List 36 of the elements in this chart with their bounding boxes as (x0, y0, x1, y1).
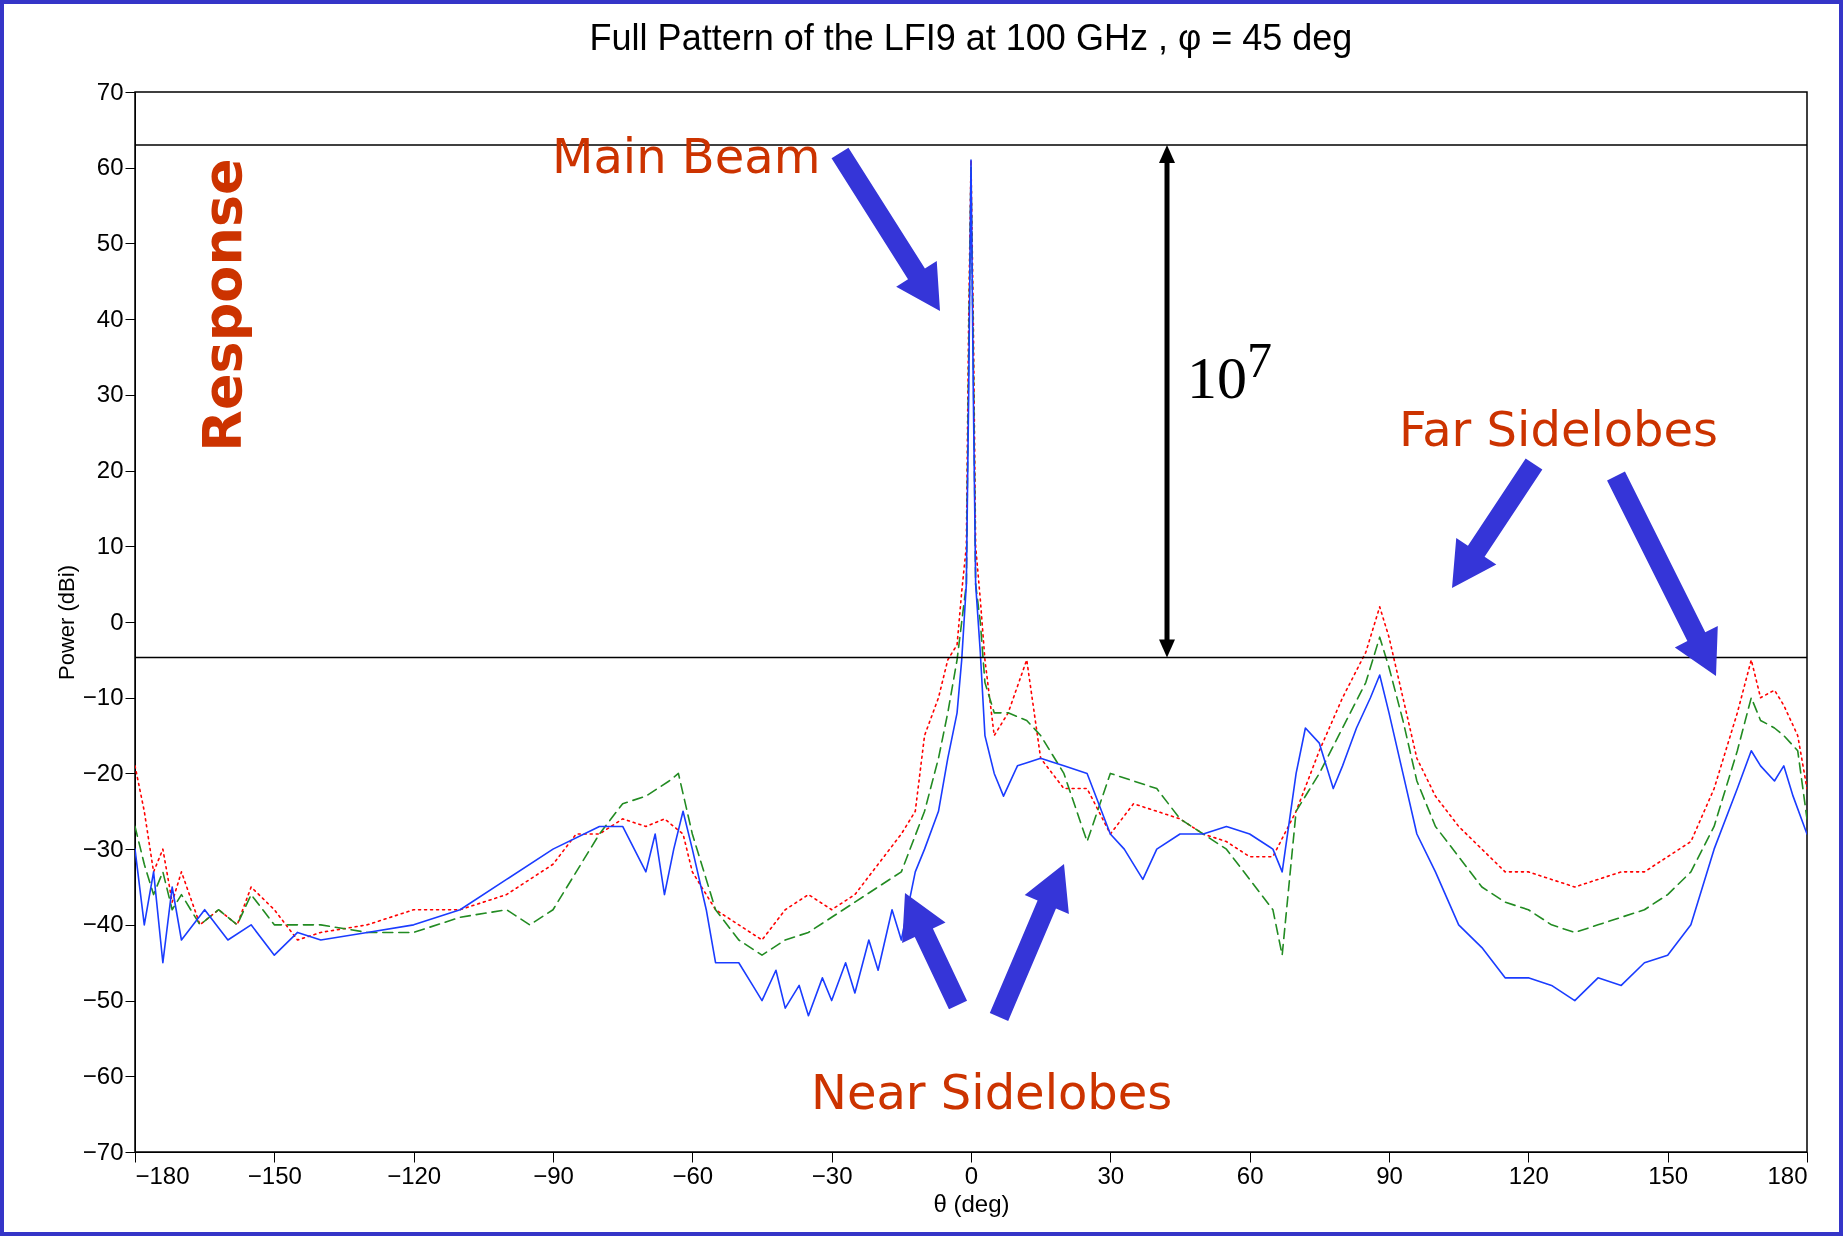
y-tick-label: −40 (82, 910, 124, 938)
y-tick-label: 0 (110, 607, 124, 635)
y-tick-label: 50 (96, 228, 124, 256)
x-tick-label: −150 (247, 1161, 302, 1189)
x-tick-label: 180 (1767, 1161, 1808, 1189)
x-tick-label: 120 (1508, 1161, 1549, 1189)
y-tick-label: 70 (96, 77, 124, 105)
x-tick-label: 60 (1236, 1161, 1264, 1189)
x-tick-label: −30 (811, 1161, 853, 1189)
y-axis-title: Power (dBi) (53, 565, 79, 680)
x-tick-label: −90 (533, 1161, 574, 1189)
chart-title: Full Pattern of the LFI9 at 100 GHz , φ = 45 deg (589, 17, 1353, 58)
x-tick-label: 150 (1648, 1161, 1689, 1189)
x-tick-label: 90 (1376, 1161, 1403, 1189)
annotation: Near Sidelobes (811, 1064, 1173, 1120)
y-tick-label: −70 (82, 1137, 124, 1165)
x-tick-label: 0 (964, 1161, 979, 1189)
x-axis-title: θ (deg) (933, 1189, 1010, 1217)
annotation: 10$^{7}$ (1187, 332, 1272, 411)
y-tick-label: 40 (96, 304, 124, 332)
y-tick-label: −60 (82, 1061, 124, 1089)
y-tick-label: 30 (96, 380, 124, 408)
y-tick-label: −20 (82, 758, 124, 786)
y-tick-label: −30 (82, 834, 124, 862)
x-tick-label: −180 (135, 1161, 190, 1189)
y-tick-label: 10 (96, 531, 124, 559)
y-tick-label: 20 (96, 456, 124, 484)
annotation: Far Sidelobes (1399, 401, 1719, 457)
x-tick-label: −120 (387, 1161, 442, 1189)
y-tick-label: −50 (82, 986, 124, 1014)
y-tick-label: 60 (96, 153, 124, 181)
annotation: Main Beam (552, 128, 821, 184)
x-tick-label: −60 (672, 1161, 714, 1189)
y-tick-label: −10 (82, 683, 124, 711)
annotation: Response (191, 158, 254, 452)
x-tick-label: 30 (1097, 1161, 1125, 1189)
